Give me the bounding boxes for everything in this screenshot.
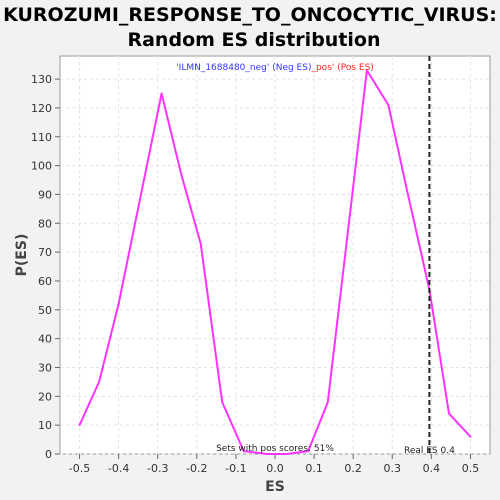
data-point — [469, 435, 472, 438]
series-layer — [78, 69, 472, 455]
x-tick-label: 0.0 — [266, 462, 284, 475]
y-tick-label: 0 — [45, 448, 52, 461]
x-tick-label: 0.5 — [462, 462, 480, 475]
x-tick-label: -0.5 — [69, 462, 90, 475]
x-tick-label: -0.2 — [186, 462, 207, 475]
y-tick-label: 50 — [38, 304, 52, 317]
legend: 'ILMN_1688480_neg' (Neg ES)_pos' (Pos ES… — [176, 63, 374, 73]
grid — [60, 56, 490, 455]
x-tick-label: -0.4 — [108, 462, 129, 475]
data-point — [180, 173, 183, 176]
pos-scores-text: Sets with pos scores: 51% — [216, 444, 334, 454]
y-tick-label: 100 — [31, 160, 52, 173]
y-tick-label: 10 — [38, 419, 52, 432]
axes: -0.5 -0.4 -0.3 -0.2 -0.1 0.0 0.1 0.2 0.3 0.4 0.5 0 1… — [31, 73, 479, 475]
x-tick-label: -0.3 — [147, 462, 168, 475]
series-line — [78, 69, 472, 455]
data-point — [285, 453, 288, 455]
data-point — [365, 69, 368, 72]
y-tick-label: 40 — [38, 333, 52, 346]
legend-neg-label: 'ILMN_1688480_neg' (Neg ES) — [176, 63, 311, 73]
y-tick-label: 60 — [38, 275, 52, 288]
data-point — [266, 453, 269, 455]
data-point — [221, 401, 224, 404]
data-point — [447, 412, 450, 415]
y-tick-label: 130 — [31, 73, 52, 86]
x-tick-label: 0.2 — [344, 462, 362, 475]
x-tick-label: 0.4 — [423, 462, 441, 475]
data-point — [117, 303, 120, 306]
x-tick-label: 0.3 — [384, 462, 402, 475]
y-axis-label: P(ES) — [14, 234, 30, 277]
y-tick-label: 70 — [38, 246, 52, 259]
real-es-label: Real ES 0.4 — [404, 446, 455, 456]
x-tick-label: 0.1 — [305, 462, 323, 475]
data-point — [98, 380, 101, 383]
data-point — [404, 184, 407, 187]
data-point — [387, 104, 390, 107]
data-point — [160, 92, 163, 95]
y-tick-label: 20 — [38, 390, 52, 403]
y-tick-label: 120 — [31, 102, 52, 115]
data-point — [326, 401, 329, 404]
data-point — [242, 450, 245, 453]
x-tick-label: -0.1 — [225, 462, 246, 475]
chart-title-line2: Random ES distribution — [127, 29, 380, 51]
annotations: Real ES 0.4 Sets with pos scores: 51% — [216, 56, 455, 456]
y-tick-label: 110 — [31, 131, 52, 144]
y-tick-label: 30 — [38, 361, 52, 374]
x-axis-label: ES — [265, 479, 285, 495]
data-point — [307, 450, 310, 453]
data-point — [199, 242, 202, 245]
chart-title-line1: KUROZUMI_RESPONSE_TO_ONCOCYTIC_VIRUS: — [3, 4, 497, 26]
data-point — [78, 424, 81, 427]
legend-pos-label: _pos' (Pos ES) — [310, 63, 373, 73]
y-tick-label: 80 — [38, 217, 52, 230]
y-tick-label: 90 — [38, 188, 52, 201]
